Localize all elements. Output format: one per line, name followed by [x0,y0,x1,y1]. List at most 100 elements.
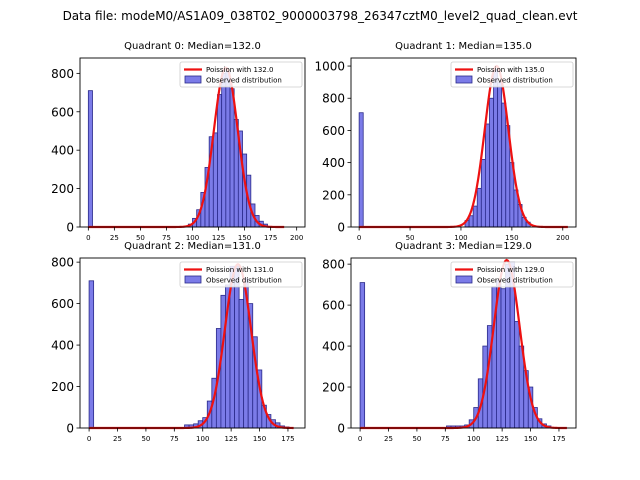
y-tick-label: 0 [337,221,345,235]
histogram-bar [221,72,227,228]
x-tick-label: 150 [505,234,518,242]
legend-observed-label: Observed distribution [206,77,282,85]
x-tick-label: 100 [196,435,209,443]
y-tick-label: 200 [51,380,74,394]
panel-title: Quadrant 2: Median=131.0 [124,241,261,252]
axes-frame [79,257,306,429]
histogram-bar [514,321,520,429]
histogram-bar [220,294,226,429]
legend-poisson-label: Poission with 131.0 [206,266,274,274]
histogram-bar-zero [358,112,364,228]
x-tick-label: 125 [212,234,225,242]
y-tick-label: 600 [322,124,345,138]
legend-observed-swatch [184,75,202,84]
histogram-bar-zero [359,282,366,429]
x-tick-label: 50 [412,435,421,443]
histogram-bar [472,205,478,228]
histogram-bar [225,71,231,228]
legend-box [179,261,303,288]
y-tick-label: 800 [51,67,74,81]
x-tick-label: 0 [358,435,362,443]
legend-poisson-label: Poission with 135.0 [477,66,545,74]
histogram-bar [501,102,507,228]
x-tick-label: 175 [552,435,565,443]
legend-observed-label: Observed distribution [477,77,553,85]
legend-box [450,261,574,288]
chart-panel-3: Quadrant 3: Median=129.0 0 25 50 75 100 125 150… [322,241,577,443]
y-tick-label: 400 [322,156,345,170]
legend-observed-swatch [184,275,202,284]
legend-observed-label: Observed distribution [477,277,553,285]
y-tick-label: 400 [51,339,74,353]
y-tick-label: 400 [51,144,74,158]
x-tick-label: 175 [264,234,277,242]
histogram-bar [234,265,240,429]
legend-observed-swatch [455,275,473,284]
x-tick-label: 0 [357,234,361,242]
x-tick-label: 150 [253,435,266,443]
y-tick-label: 200 [322,188,345,202]
axes-frame [350,57,577,228]
histogram-bar [489,97,494,228]
x-tick-label: 25 [113,435,122,443]
x-tick-label: 0 [87,435,91,443]
histogram-bar [484,123,490,228]
legend-box [450,61,574,88]
x-tick-label: 0 [86,234,90,242]
histogram-bar [476,187,482,228]
x-tick-label: 100 [467,435,480,443]
y-tick-label: 400 [322,340,345,354]
histogram-bar [497,81,503,228]
x-tick-label: 50 [406,234,415,242]
histogram-bar [217,94,223,228]
axes-frame [350,257,577,429]
x-tick-label: 50 [136,234,145,242]
panel-title: Quadrant 0: Median=132.0 [124,41,261,52]
y-tick-label: 600 [51,297,74,311]
x-tick-label: 25 [384,435,393,443]
x-tick-label: 25 [110,234,119,242]
histogram-bar [505,263,511,429]
x-tick-label: 150 [238,234,251,242]
histogram-bar-zero [87,90,93,228]
y-tick-label: 800 [322,258,345,272]
histogram-bar-zero [88,280,95,429]
chart-panel-1: Quadrant 1: Median=135.0 0 50 100 150 200 0 200… [314,41,577,242]
figure-suptitle: Data file: modeM0/AS1A09_038T02_90000037… [63,9,578,23]
x-tick-label: 200 [290,234,303,242]
panel-title: Quadrant 3: Median=129.0 [395,241,532,252]
x-tick-label: 50 [141,435,150,443]
histogram-bar [238,299,245,429]
y-tick-label: 0 [337,422,345,436]
x-tick-label: 100 [454,234,467,242]
y-tick-label: 600 [322,299,345,313]
legend-box [179,61,303,88]
panel-title: Quadrant 1: Median=135.0 [395,41,532,52]
x-tick-label: 75 [441,435,450,443]
y-tick-label: 600 [51,105,74,119]
histogram-bar [212,132,218,228]
x-tick-label: 75 [162,234,171,242]
x-tick-label: 125 [224,435,237,443]
x-tick-label: 125 [495,435,508,443]
y-tick-label: 800 [322,92,345,106]
y-tick-label: 0 [66,221,74,235]
y-tick-label: 0 [66,422,74,436]
x-tick-label: 75 [170,435,179,443]
x-tick-label: 150 [524,435,537,443]
y-tick-label: 800 [51,256,74,270]
legend-observed-swatch [455,75,473,84]
histogram-bar [468,215,474,228]
legend-poisson-label: Poission with 129.0 [477,266,545,274]
chart-panel-2: Quadrant 2: Median=131.0 0 25 50 75 100 125 150… [51,241,306,443]
y-tick-label: 200 [51,182,74,196]
histogram-bar [493,68,498,228]
histogram-bar [480,158,486,228]
y-tick-label: 200 [322,381,345,395]
x-tick-label: 100 [186,234,199,242]
y-tick-label: 1000 [314,60,345,74]
x-tick-label: 200 [556,234,569,242]
histogram-bar [500,288,506,429]
histogram-bar [229,88,235,228]
